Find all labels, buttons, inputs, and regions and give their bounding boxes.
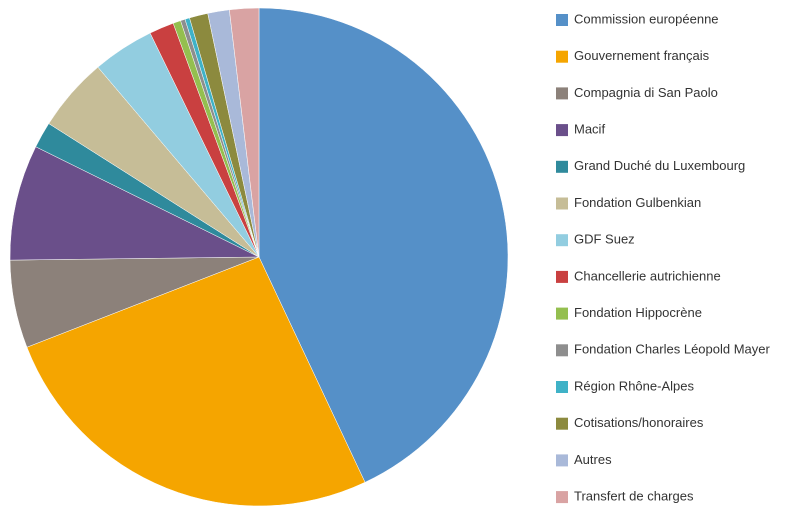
legend-swatch: [556, 381, 568, 393]
legend-label: Transfert de charges: [574, 489, 694, 504]
legend-swatch: [556, 124, 568, 137]
legend-swatch: [556, 234, 568, 247]
legend-label: Gouvernement français: [574, 48, 710, 63]
pie-slice: [26, 256, 366, 506]
legend-label: Région Rhône-Alpes: [574, 378, 694, 393]
legend-label: Commission européenne: [574, 11, 719, 26]
legend-swatch: [556, 270, 568, 283]
pie-slice: [258, 7, 509, 483]
legend-swatch: [556, 50, 568, 63]
legend-swatch: [556, 160, 568, 173]
legend-label: Fondation Gulbenkian: [574, 195, 701, 210]
legend-swatch: [556, 307, 568, 320]
legend-label: Cotisations/honoraires: [574, 415, 704, 430]
legend-swatch: [556, 454, 568, 467]
legend-swatch: [556, 14, 568, 26]
legend-label: Chancellerie autrichienne: [574, 268, 721, 283]
legend-swatch: [556, 87, 568, 100]
legend-label: Compagnia di San Paolo: [574, 85, 718, 100]
legend-swatch: [556, 197, 568, 210]
legend-label: Fondation Charles Léopold Mayer: [574, 342, 771, 357]
legend-label: Autres: [574, 452, 612, 467]
legend-swatch: [556, 491, 568, 504]
legend-swatch: [556, 344, 568, 357]
legend-label: Fondation Hippocrène: [574, 305, 702, 320]
legend-label: Macif: [574, 122, 605, 137]
pie-slice: [229, 7, 260, 258]
legend-label: Grand Duché du Luxembourg: [574, 158, 745, 173]
pie-slice: [9, 146, 260, 261]
legend-label: GDF Suez: [574, 232, 635, 247]
legend-swatch: [556, 417, 568, 430]
